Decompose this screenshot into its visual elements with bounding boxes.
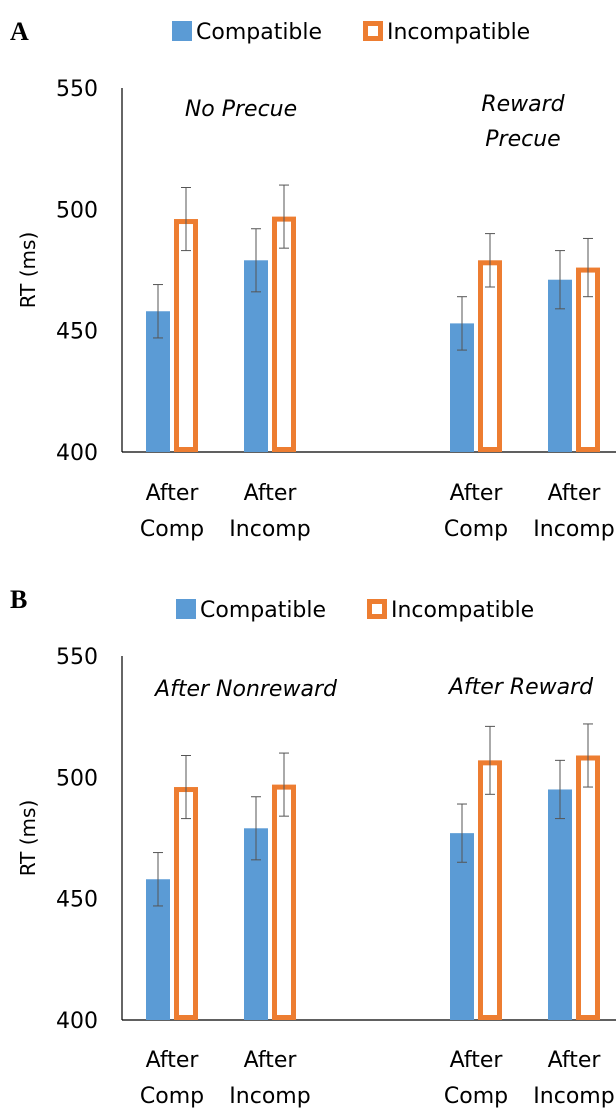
y-tick-label: 400 — [56, 441, 98, 466]
x-category-label: After — [450, 1048, 504, 1073]
error-bar — [457, 803, 467, 863]
group-annotation: No Precue — [185, 97, 297, 122]
y-tick-label: 500 — [56, 198, 98, 223]
bar-incompatible — [576, 755, 600, 1020]
y-tick-label: 550 — [56, 645, 98, 670]
y-tick-label: 500 — [56, 766, 98, 791]
bar-incompatible — [174, 787, 198, 1020]
error-bar — [181, 754, 191, 820]
error-bar — [279, 184, 289, 249]
panel-letter: A — [10, 17, 29, 46]
error-bar — [251, 796, 261, 861]
error-bar — [583, 723, 593, 788]
error-bar — [583, 237, 593, 298]
bar-compatible — [450, 833, 474, 1020]
y-tick-label: 450 — [56, 320, 98, 345]
x-category-label: After — [244, 481, 298, 506]
group-annotation: After Nonreward — [153, 677, 338, 702]
x-category-label: Incomp — [533, 517, 614, 542]
x-category-label: After — [146, 481, 200, 506]
bar-incompatible — [478, 260, 502, 452]
x-category-label: Comp — [140, 517, 204, 542]
x-category-label: After — [548, 481, 602, 506]
legend-label-compatible: Compatible — [200, 598, 326, 623]
legend-swatch-compatible — [172, 21, 192, 41]
error-bar — [555, 759, 565, 820]
legend-swatch-incompatible — [363, 21, 383, 41]
panel-a: A Compatible Incompatible 400 450 500 550 RT (m… — [10, 17, 616, 542]
error-bar — [485, 233, 495, 288]
x-category-label: After — [146, 1048, 200, 1073]
group-annotation: After Reward — [447, 675, 594, 700]
x-category-label: After — [244, 1048, 298, 1073]
error-bar — [279, 752, 289, 817]
y-tick-label: 550 — [56, 77, 98, 102]
x-category-label: After — [450, 481, 504, 506]
x-category-label: After — [548, 1048, 602, 1073]
y-axis-label: RT (ms) — [16, 800, 40, 877]
legend-swatch-compatible — [176, 599, 196, 619]
legend-label-compatible: Compatible — [196, 20, 322, 45]
x-category-label: Comp — [444, 1084, 508, 1109]
x-category-label: Incomp — [229, 1084, 310, 1109]
legend-swatch-incompatible — [367, 599, 387, 619]
group-annotation: Reward — [481, 92, 565, 117]
panel-b: B Compatible Incompatible 400 450 500 550 RT (m… — [10, 585, 616, 1109]
panel-letter: B — [10, 585, 27, 614]
legend-label-incompatible: Incompatible — [391, 598, 534, 623]
legend-label-incompatible: Incompatible — [387, 20, 530, 45]
x-category-label: Incomp — [533, 1084, 614, 1109]
error-bar — [181, 186, 191, 252]
error-bar — [251, 228, 261, 293]
bar-incompatible — [478, 760, 502, 1021]
error-bar — [153, 852, 163, 907]
group-annotation: Precue — [485, 127, 560, 152]
y-tick-label: 450 — [56, 888, 98, 913]
bar-incompatible — [272, 784, 296, 1021]
bar-incompatible — [174, 219, 198, 452]
error-bar — [457, 296, 467, 351]
bar-incompatible — [272, 216, 296, 452]
error-bar — [153, 284, 163, 339]
x-category-label: Comp — [444, 517, 508, 542]
error-bar — [555, 250, 565, 310]
x-category-label: Incomp — [229, 517, 310, 542]
y-axis-label: RT (ms) — [16, 232, 40, 309]
x-category-label: Comp — [140, 1084, 204, 1109]
bar-compatible — [548, 789, 572, 1020]
error-bar — [485, 725, 495, 795]
y-tick-label: 400 — [56, 1009, 98, 1034]
